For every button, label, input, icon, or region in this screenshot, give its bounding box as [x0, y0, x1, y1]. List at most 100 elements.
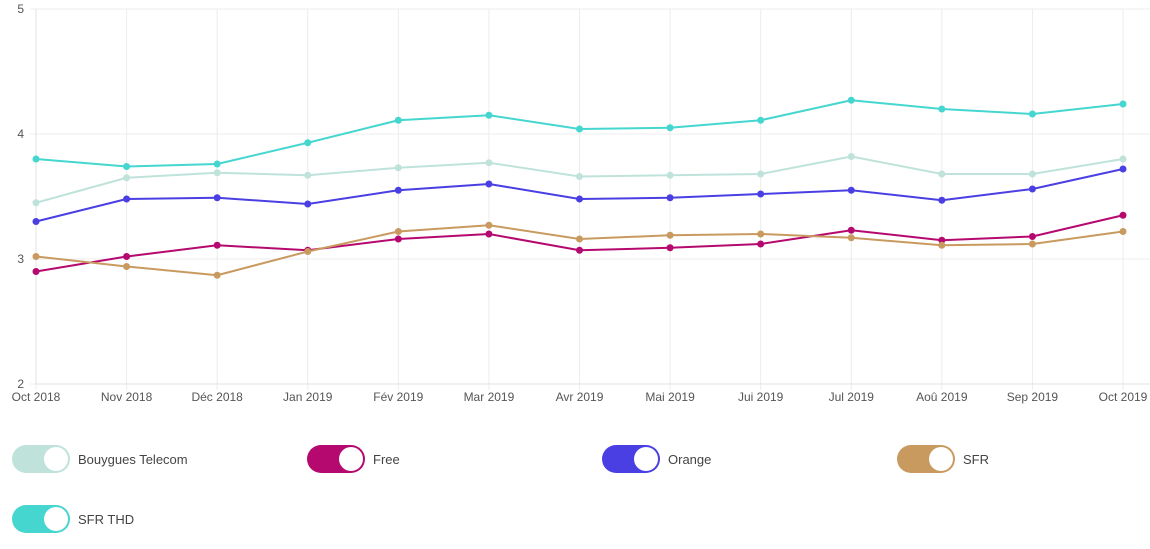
- data-point-orange[interactable]: [666, 194, 674, 202]
- data-point-orange[interactable]: [304, 200, 312, 208]
- data-point-sfr-thd[interactable]: [666, 124, 674, 132]
- data-point-bouygues-telecom[interactable]: [847, 153, 855, 160]
- legend-item-orange[interactable]: Orange: [602, 445, 711, 473]
- data-point-bouygues-telecom[interactable]: [213, 169, 221, 177]
- series-bouygues-telecom: [32, 153, 1127, 207]
- data-point-bouygues-telecom[interactable]: [576, 173, 583, 180]
- legend-toggle[interactable]: [602, 445, 660, 473]
- grid: [30, 8, 1150, 390]
- data-point-sfr[interactable]: [213, 271, 221, 279]
- data-point-orange[interactable]: [1119, 165, 1127, 173]
- data-point-bouygues-telecom[interactable]: [1028, 170, 1036, 178]
- legend-label: Orange: [668, 451, 712, 467]
- legend-toggle[interactable]: [12, 445, 70, 473]
- data-point-sfr[interactable]: [847, 234, 855, 242]
- data-point-sfr-thd[interactable]: [485, 111, 493, 119]
- data-point-free[interactable]: [123, 253, 131, 260]
- x-tick-label: Jui 2019: [738, 390, 784, 404]
- data-point-free[interactable]: [757, 240, 765, 248]
- x-tick-label: Fév 2019: [373, 390, 423, 404]
- toggle-knob: [634, 447, 658, 471]
- y-tick-label: 5: [17, 2, 24, 16]
- toggle-knob: [339, 447, 363, 471]
- data-point-sfr[interactable]: [485, 221, 493, 229]
- data-point-sfr-thd[interactable]: [304, 139, 312, 147]
- data-point-sfr-thd[interactable]: [757, 116, 765, 124]
- data-point-bouygues-telecom[interactable]: [485, 159, 493, 167]
- data-point-sfr-thd[interactable]: [1028, 110, 1036, 118]
- axis-labels: Oct 2018 Nov 2018 Déc 2018 Jan 2019 Fév 2019…: [12, 2, 1148, 404]
- data-point-bouygues-telecom[interactable]: [304, 171, 312, 179]
- toggle-knob: [929, 447, 953, 471]
- data-point-bouygues-telecom[interactable]: [123, 174, 131, 182]
- data-point-sfr[interactable]: [576, 235, 583, 243]
- data-point-sfr[interactable]: [757, 230, 765, 238]
- legend: Bouygues Telecom Free Orange SFR SFR THD: [0, 440, 1150, 549]
- data-point-sfr-thd[interactable]: [938, 105, 946, 113]
- series-sfr-thd: [32, 96, 1127, 170]
- data-point-free[interactable]: [32, 268, 40, 275]
- y-tick-label: 3: [17, 252, 24, 266]
- data-point-sfr[interactable]: [32, 253, 40, 260]
- x-tick-label: Mai 2019: [645, 390, 695, 404]
- data-point-free[interactable]: [394, 235, 402, 243]
- data-point-orange[interactable]: [394, 186, 402, 194]
- legend-toggle[interactable]: [307, 445, 365, 473]
- data-point-orange[interactable]: [32, 218, 40, 225]
- data-point-free[interactable]: [666, 244, 674, 252]
- data-point-free[interactable]: [847, 226, 855, 234]
- data-point-sfr-thd[interactable]: [576, 125, 583, 133]
- legend-item-bouygues-telecom[interactable]: Bouygues Telecom: [12, 445, 188, 473]
- x-tick-label: Mar 2019: [464, 390, 515, 404]
- x-tick-label: Jul 2019: [829, 390, 875, 404]
- data-point-bouygues-telecom[interactable]: [394, 164, 402, 172]
- data-point-bouygues-telecom[interactable]: [666, 171, 674, 179]
- line-chart: Oct 2018 Nov 2018 Déc 2018 Jan 2019 Fév 2019…: [12, 2, 1150, 404]
- legend-label: SFR THD: [78, 511, 135, 527]
- x-tick-label: Oct 2019: [1099, 390, 1148, 404]
- data-point-sfr[interactable]: [1119, 228, 1127, 235]
- data-point-orange[interactable]: [847, 186, 855, 194]
- data-point-bouygues-telecom[interactable]: [938, 170, 946, 178]
- data-point-sfr-thd[interactable]: [213, 160, 221, 168]
- data-point-sfr-thd[interactable]: [32, 155, 40, 163]
- legend-item-sfr[interactable]: SFR: [897, 445, 989, 473]
- x-tick-label: Avr 2019: [556, 390, 604, 404]
- data-point-sfr-thd[interactable]: [1119, 100, 1127, 108]
- data-point-free[interactable]: [1028, 233, 1036, 240]
- x-tick-label: Oct 2018: [12, 390, 61, 404]
- data-point-orange[interactable]: [485, 180, 493, 188]
- data-point-sfr-thd[interactable]: [394, 116, 402, 124]
- data-point-free[interactable]: [213, 241, 221, 249]
- legend-toggle[interactable]: [897, 445, 955, 473]
- data-point-sfr[interactable]: [666, 231, 674, 239]
- x-tick-label: Déc 2018: [191, 390, 243, 404]
- legend-toggle[interactable]: [12, 505, 70, 533]
- data-point-free[interactable]: [576, 246, 583, 254]
- data-point-orange[interactable]: [213, 194, 221, 202]
- data-point-bouygues-telecom[interactable]: [32, 199, 40, 207]
- toggle-knob: [44, 447, 68, 471]
- data-point-orange[interactable]: [576, 195, 583, 203]
- data-point-bouygues-telecom[interactable]: [1119, 155, 1127, 163]
- data-point-orange[interactable]: [938, 196, 946, 204]
- legend-item-sfr-thd[interactable]: SFR THD: [12, 505, 134, 533]
- data-point-sfr[interactable]: [123, 263, 131, 270]
- x-tick-label: Nov 2018: [101, 390, 153, 404]
- legend-item-free[interactable]: Free: [307, 445, 400, 473]
- data-point-sfr[interactable]: [1028, 240, 1036, 248]
- data-point-orange[interactable]: [123, 195, 131, 203]
- data-point-sfr[interactable]: [938, 241, 946, 249]
- data-point-free[interactable]: [938, 236, 946, 244]
- data-point-bouygues-telecom[interactable]: [757, 170, 765, 178]
- legend-label: SFR: [963, 451, 989, 467]
- legend-label: Free: [373, 451, 400, 467]
- data-point-orange[interactable]: [1028, 185, 1036, 193]
- data-point-sfr-thd[interactable]: [123, 163, 131, 170]
- data-point-free[interactable]: [1119, 211, 1127, 219]
- data-point-orange[interactable]: [757, 190, 765, 198]
- data-point-free[interactable]: [485, 230, 493, 238]
- data-point-sfr-thd[interactable]: [847, 96, 855, 104]
- data-point-sfr[interactable]: [394, 228, 402, 235]
- data-point-sfr[interactable]: [304, 248, 312, 255]
